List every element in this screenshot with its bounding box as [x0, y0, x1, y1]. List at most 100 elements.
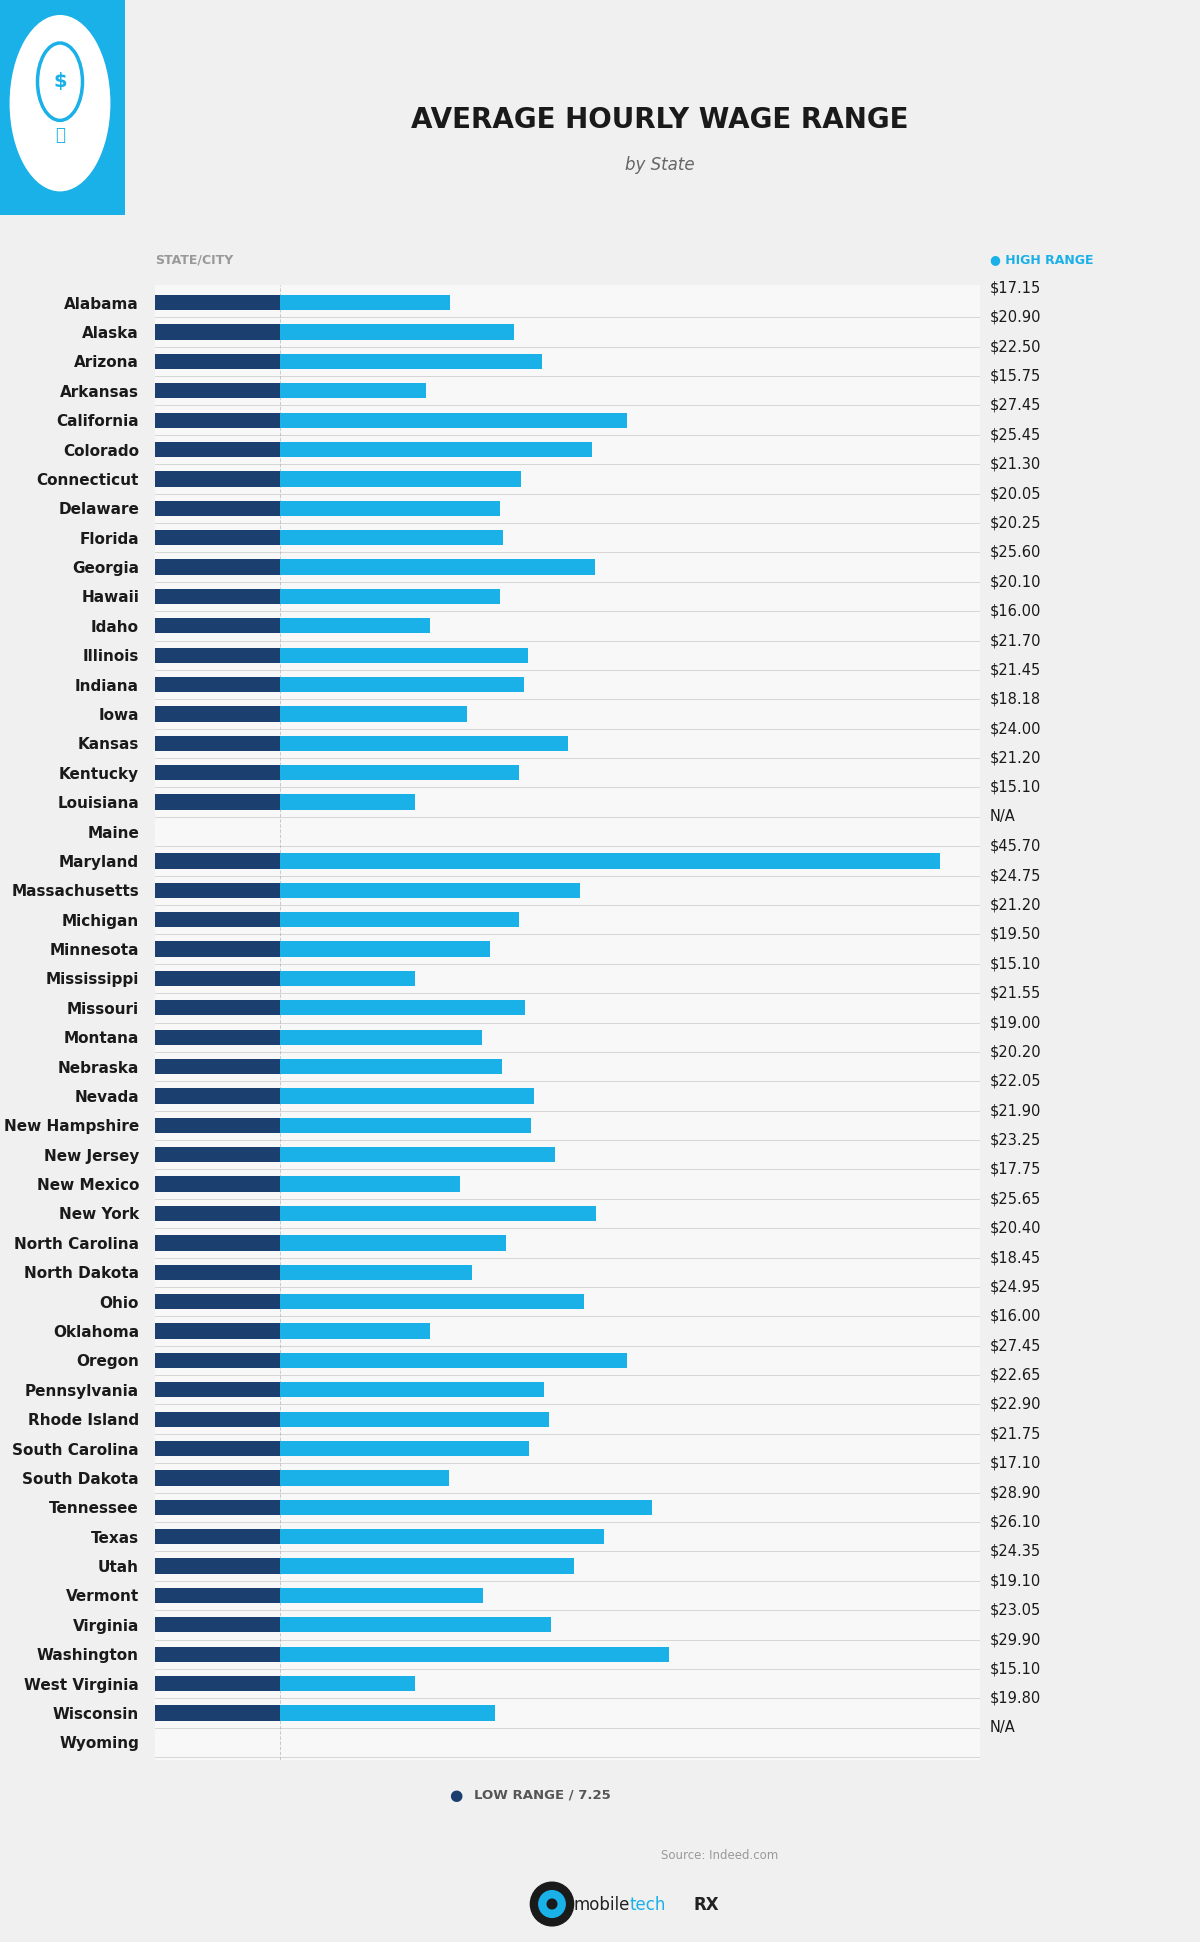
- Bar: [280, 971, 414, 987]
- Bar: [280, 1618, 551, 1633]
- Bar: [155, 1206, 280, 1222]
- Text: $17.75: $17.75: [990, 1161, 1040, 1177]
- Bar: [155, 942, 280, 957]
- Bar: [155, 765, 280, 781]
- Bar: [280, 1557, 574, 1573]
- Bar: [280, 1441, 529, 1456]
- Text: $27.45: $27.45: [990, 398, 1040, 414]
- Text: $24.35: $24.35: [990, 1544, 1040, 1559]
- Bar: [155, 884, 280, 897]
- Bar: [155, 530, 280, 546]
- Text: $16.00: $16.00: [990, 604, 1040, 619]
- Text: $22.05: $22.05: [990, 1074, 1042, 1089]
- Text: ● HIGH RANGE: ● HIGH RANGE: [990, 254, 1093, 266]
- Bar: [280, 1177, 460, 1192]
- Bar: [280, 1676, 414, 1691]
- Bar: [280, 324, 515, 340]
- Bar: [155, 1412, 280, 1427]
- Bar: [280, 1119, 532, 1132]
- Text: $25.45: $25.45: [990, 427, 1040, 443]
- Text: $21.70: $21.70: [990, 633, 1042, 649]
- Bar: [280, 794, 414, 810]
- Text: $26.10: $26.10: [990, 1515, 1040, 1530]
- Text: $16.00: $16.00: [990, 1309, 1040, 1324]
- Text: STATE/CITY: STATE/CITY: [155, 254, 233, 266]
- Text: mobile: mobile: [574, 1895, 630, 1915]
- Text: N/A: N/A: [990, 1721, 1015, 1736]
- Bar: [280, 353, 541, 369]
- Bar: [155, 412, 280, 427]
- Text: $15.10: $15.10: [990, 955, 1040, 971]
- Ellipse shape: [547, 1899, 557, 1909]
- Bar: [155, 353, 280, 369]
- Bar: [280, 443, 593, 456]
- Text: $19.80: $19.80: [990, 1691, 1040, 1705]
- Bar: [155, 295, 280, 311]
- Bar: [280, 412, 626, 427]
- Text: $21.20: $21.20: [990, 750, 1042, 765]
- Bar: [280, 1000, 526, 1016]
- Bar: [280, 1589, 484, 1602]
- Bar: [155, 707, 280, 722]
- Text: $25.60: $25.60: [990, 546, 1040, 559]
- Bar: [280, 1528, 604, 1544]
- Bar: [280, 472, 521, 487]
- Bar: [155, 1264, 280, 1280]
- Bar: [280, 765, 520, 781]
- Text: $27.45: $27.45: [990, 1338, 1040, 1354]
- Bar: [155, 913, 280, 926]
- Bar: [155, 472, 280, 487]
- Bar: [155, 1000, 280, 1016]
- Bar: [155, 501, 280, 517]
- Bar: [280, 1412, 548, 1427]
- Text: $18.45: $18.45: [990, 1251, 1040, 1264]
- Text: $18.18: $18.18: [990, 691, 1040, 707]
- Text: $29.90: $29.90: [990, 1631, 1040, 1647]
- Bar: [155, 1119, 280, 1132]
- Text: $15.75: $15.75: [990, 369, 1040, 385]
- Text: LOW RANGE / 7.25: LOW RANGE / 7.25: [474, 1789, 611, 1802]
- Text: $21.20: $21.20: [990, 897, 1042, 913]
- Bar: [280, 383, 426, 398]
- Text: tech: tech: [630, 1895, 666, 1915]
- Bar: [155, 1618, 280, 1633]
- Text: $20.05: $20.05: [990, 486, 1042, 501]
- Bar: [155, 324, 280, 340]
- Text: $17.10: $17.10: [990, 1456, 1040, 1470]
- Ellipse shape: [530, 1882, 574, 1926]
- Bar: [155, 1528, 280, 1544]
- Text: $20.40: $20.40: [990, 1222, 1042, 1235]
- Text: $17.15: $17.15: [990, 280, 1040, 295]
- Bar: [280, 736, 568, 752]
- Bar: [155, 559, 280, 575]
- Text: $21.90: $21.90: [990, 1103, 1040, 1119]
- Text: $22.50: $22.50: [990, 340, 1042, 353]
- Text: $15.10: $15.10: [990, 781, 1040, 794]
- Bar: [280, 942, 490, 957]
- Bar: [155, 1557, 280, 1573]
- Text: AVERAGE HOURLY WAGE RANGE: AVERAGE HOURLY WAGE RANGE: [412, 107, 908, 134]
- Bar: [280, 853, 941, 868]
- Bar: [280, 1058, 502, 1074]
- Text: N/A: N/A: [990, 810, 1015, 823]
- Bar: [280, 1354, 626, 1367]
- Ellipse shape: [539, 1892, 565, 1917]
- Bar: [155, 1383, 280, 1398]
- Text: $21.75: $21.75: [990, 1425, 1040, 1441]
- Text: $21.30: $21.30: [990, 456, 1040, 472]
- Bar: [280, 1088, 534, 1103]
- Bar: [280, 559, 595, 575]
- Text: $21.55: $21.55: [990, 987, 1040, 1000]
- Bar: [155, 1705, 280, 1721]
- Bar: [155, 1235, 280, 1251]
- Bar: [280, 647, 528, 662]
- Bar: [280, 1029, 481, 1045]
- Bar: [155, 647, 280, 662]
- Bar: [280, 588, 500, 604]
- Bar: [155, 443, 280, 456]
- Text: $19.00: $19.00: [990, 1016, 1040, 1029]
- Text: RX: RX: [694, 1895, 719, 1915]
- Bar: [280, 530, 503, 546]
- Bar: [155, 1029, 280, 1045]
- Bar: [155, 1058, 280, 1074]
